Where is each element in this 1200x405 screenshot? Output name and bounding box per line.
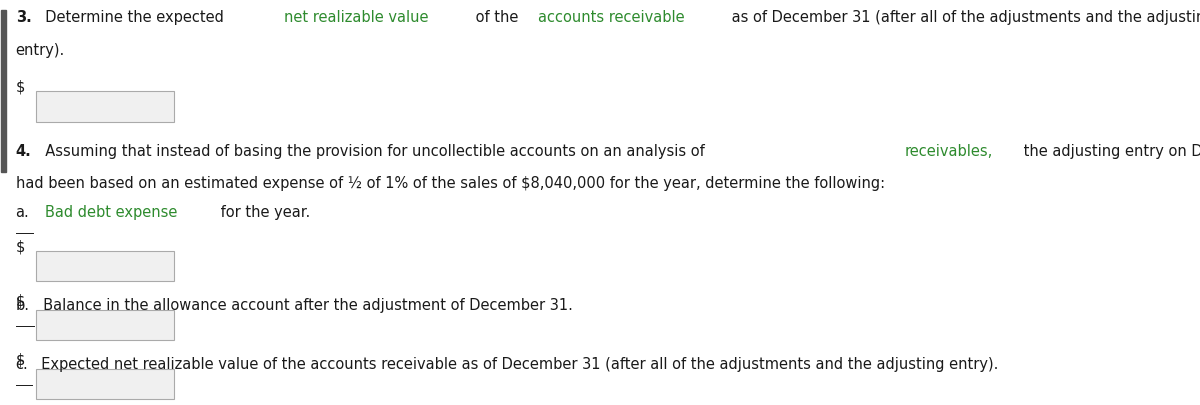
Bar — [1, 10, 6, 172]
Text: Expected net realizable value of the accounts receivable as of December 31 (afte: Expected net realizable value of the acc… — [32, 356, 998, 371]
Text: 4.: 4. — [16, 144, 31, 159]
Text: accounts receivable: accounts receivable — [538, 10, 684, 25]
Text: for the year.: for the year. — [216, 205, 311, 220]
Text: receivables,: receivables, — [905, 144, 994, 159]
Text: c.: c. — [16, 356, 29, 371]
Text: Assuming that instead of basing the provision for uncollectible accounts on an a: Assuming that instead of basing the prov… — [36, 144, 709, 159]
Text: 3.: 3. — [16, 10, 31, 25]
FancyBboxPatch shape — [36, 91, 174, 122]
Text: entry).: entry). — [16, 43, 65, 58]
FancyBboxPatch shape — [36, 251, 174, 281]
FancyBboxPatch shape — [36, 369, 174, 399]
Text: net realizable value: net realizable value — [284, 10, 428, 25]
Text: as of December 31 (after all of the adjustments and the adjusting: as of December 31 (after all of the adju… — [727, 10, 1200, 25]
Text: the adjusting entry on December 31: the adjusting entry on December 31 — [1019, 144, 1200, 159]
Text: of the: of the — [470, 10, 523, 25]
Text: $: $ — [16, 352, 25, 367]
Text: Bad debt expense: Bad debt expense — [46, 205, 178, 220]
Text: $: $ — [16, 294, 25, 309]
Text: b.: b. — [16, 298, 30, 313]
Text: Balance in the allowance account after the adjustment of December 31.: Balance in the allowance account after t… — [34, 298, 572, 313]
Text: $: $ — [16, 239, 25, 254]
Text: Determine the expected: Determine the expected — [36, 10, 228, 25]
Text: had been based on an estimated expense of ½ of 1% of the sales of $8,040,000 for: had been based on an estimated expense o… — [16, 176, 884, 191]
FancyBboxPatch shape — [36, 310, 174, 340]
Text: a.: a. — [16, 205, 29, 220]
Text: $: $ — [16, 79, 25, 94]
